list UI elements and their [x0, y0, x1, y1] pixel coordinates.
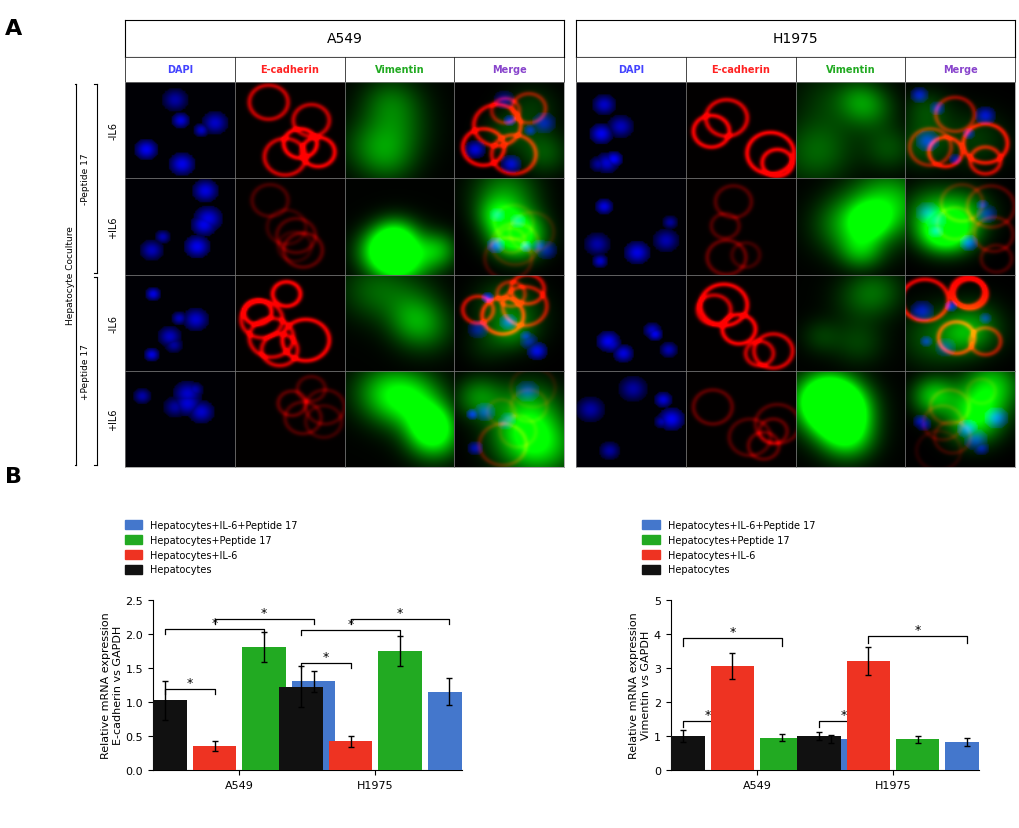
Text: +IL6: +IL6: [108, 216, 118, 238]
Bar: [945, 742, 987, 770]
Bar: [328, 741, 372, 770]
Text: -IL6: -IL6: [108, 315, 118, 332]
Bar: [378, 652, 421, 770]
Text: *: *: [261, 607, 267, 619]
Text: -IL6: -IL6: [108, 122, 118, 140]
Bar: [809, 739, 852, 770]
Text: *: *: [729, 625, 735, 638]
Text: Vimentin: Vimentin: [824, 65, 874, 75]
Text: Vimentin: Vimentin: [374, 65, 424, 75]
Bar: [710, 667, 753, 770]
Text: Merge: Merge: [942, 65, 976, 75]
Text: +IL6: +IL6: [108, 408, 118, 431]
Bar: [243, 647, 285, 770]
Text: *: *: [914, 623, 920, 636]
Y-axis label: Relative mRNA expression
E-cadherin vs GAPDH: Relative mRNA expression E-cadherin vs G…: [101, 612, 122, 758]
Legend: Hepatocytes+IL-6+Peptide 17, Hepatocytes+Peptide 17, Hepatocytes+IL-6, Hepatocyt: Hepatocytes+IL-6+Peptide 17, Hepatocytes…: [638, 517, 818, 579]
Bar: [759, 738, 803, 770]
Legend: Hepatocytes+IL-6+Peptide 17, Hepatocytes+Peptide 17, Hepatocytes+IL-6, Hepatocyt: Hepatocytes+IL-6+Peptide 17, Hepatocytes…: [120, 517, 301, 579]
Bar: [193, 746, 236, 770]
Bar: [144, 700, 186, 770]
Text: *: *: [704, 709, 710, 721]
Text: B: B: [5, 466, 22, 486]
Text: +Peptide 17: +Peptide 17: [82, 344, 90, 399]
Bar: [291, 681, 335, 770]
Text: *: *: [322, 650, 329, 663]
Text: E-cadherin: E-cadherin: [260, 65, 319, 75]
Text: *: *: [211, 616, 218, 629]
Text: H1975: H1975: [772, 32, 817, 46]
Text: *: *: [347, 618, 354, 631]
Bar: [796, 736, 840, 770]
Text: Hepatocyte Coculture: Hepatocyte Coculture: [66, 226, 74, 325]
Bar: [427, 692, 471, 770]
Text: *: *: [840, 709, 846, 721]
Text: *: *: [186, 676, 193, 689]
Text: E-cadherin: E-cadherin: [710, 65, 769, 75]
Text: A549: A549: [326, 32, 363, 46]
Bar: [895, 739, 938, 770]
Bar: [279, 687, 323, 770]
Bar: [660, 736, 704, 770]
Text: -Peptide 17: -Peptide 17: [82, 153, 90, 205]
Bar: [846, 662, 890, 770]
Text: A: A: [5, 19, 22, 39]
Text: Merge: Merge: [491, 65, 526, 75]
Text: *: *: [396, 607, 403, 619]
Text: DAPI: DAPI: [167, 65, 194, 75]
Text: DAPI: DAPI: [618, 65, 644, 75]
Y-axis label: Relative mRNA expression
Vimentin vs GAPDH: Relative mRNA expression Vimentin vs GAP…: [629, 612, 650, 758]
